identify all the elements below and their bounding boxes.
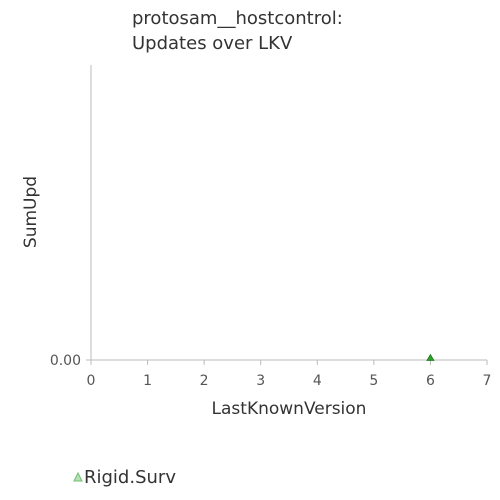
x-tick-label: 5 — [369, 373, 378, 389]
legend-label: Rigid.Surv — [84, 467, 176, 488]
y-axis-ticks: 0.00 — [50, 353, 91, 369]
x-tick-label: 1 — [143, 373, 152, 389]
x-tick-label: 2 — [200, 373, 209, 389]
x-tick-label: 4 — [313, 373, 322, 389]
x-tick-label: 3 — [256, 373, 265, 389]
y-axis-label: SumUpd — [21, 176, 41, 248]
data-point — [426, 353, 435, 361]
chart-title-line-1: protosam__hostcontrol: — [132, 8, 343, 29]
x-axis-label: LastKnownVersion — [212, 399, 367, 419]
x-axis-ticks: 0 1 2 3 4 5 6 7 — [87, 360, 492, 389]
data-points — [426, 353, 435, 361]
legend-marker-icon — [73, 471, 83, 482]
x-tick-label: 6 — [426, 373, 435, 389]
x-tick-label: 0 — [87, 373, 96, 389]
y-tick-label: 0.00 — [50, 353, 81, 369]
x-tick-label: 7 — [483, 373, 492, 389]
chart-title-line-2: Updates over LKV — [132, 33, 293, 54]
